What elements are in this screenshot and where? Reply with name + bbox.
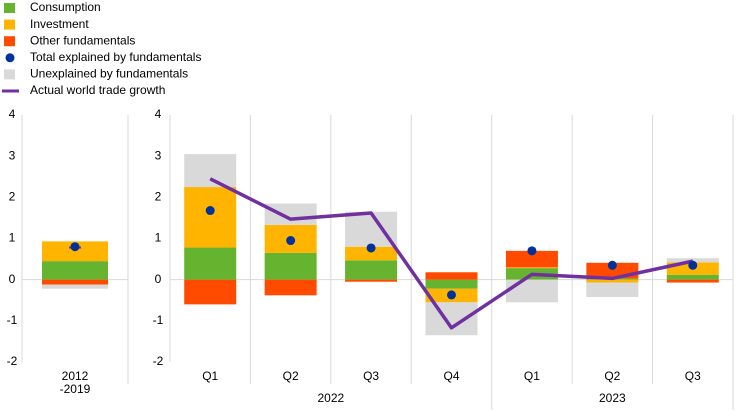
y-tick-label: 4 (9, 107, 16, 121)
dot (527, 246, 537, 256)
dot (205, 206, 215, 216)
bar (505, 250, 558, 268)
x-tick-label: Q3 (685, 369, 701, 383)
legend-label: Unexplained by fundamentals (30, 67, 188, 81)
x-tick-label: Q3 (363, 369, 379, 383)
bar (505, 279, 558, 303)
x-tick-label: Q2 (283, 369, 299, 383)
bar (345, 246, 398, 261)
dot (366, 243, 376, 253)
legend-label: Total explained by fundamentals (30, 50, 201, 64)
group-label: 2023 (599, 391, 626, 405)
bar (184, 247, 237, 280)
bar (425, 272, 478, 280)
bar (666, 274, 719, 280)
bar (586, 282, 639, 297)
x-tick-label: 2012 -2019 (60, 369, 91, 396)
y-tick-label: 3 (9, 148, 16, 162)
legend-label: Investment (30, 17, 89, 31)
group-label: 2022 (318, 391, 345, 405)
y-tick-label: 4 (155, 107, 162, 121)
dot (447, 290, 456, 300)
dot (70, 242, 80, 252)
bar (345, 211, 398, 247)
y-tick-label: 1 (155, 231, 162, 245)
dot (286, 236, 296, 246)
y-tick-label: -2 (7, 354, 18, 368)
y-tick-label: -2 (153, 354, 164, 368)
y-tick-label: 0 (155, 272, 162, 286)
legend-swatch (4, 3, 15, 13)
legend-swatch (4, 36, 15, 47)
y-tick-label: 0 (9, 272, 16, 286)
dot (607, 260, 617, 270)
bar (586, 279, 639, 283)
bar (425, 302, 478, 336)
bar (345, 260, 398, 280)
bar (264, 203, 317, 225)
y-tick-label: -1 (7, 313, 18, 327)
y-tick-label: 2 (155, 190, 162, 204)
bar (264, 252, 317, 280)
bar (345, 279, 398, 282)
y-tick-label: 3 (155, 148, 162, 162)
bar (666, 258, 719, 263)
bar (264, 279, 317, 296)
legend-label: Actual world trade growth (30, 83, 165, 97)
bar (666, 279, 719, 283)
bar (184, 154, 237, 188)
bar (184, 187, 237, 248)
dot (688, 260, 698, 270)
x-tick-label: Q2 (604, 369, 620, 383)
bar (42, 241, 108, 262)
bar (505, 267, 558, 269)
legend-label: Other fundamentals (30, 33, 135, 47)
bar (425, 279, 478, 289)
y-tick-label: 1 (9, 231, 16, 245)
legend-swatch (5, 53, 15, 63)
y-tick-label: -1 (153, 313, 164, 327)
y-tick-label: 2 (9, 190, 16, 204)
bar (42, 261, 108, 280)
bar (184, 279, 237, 305)
bar (42, 284, 108, 289)
legend-swatch (4, 69, 15, 80)
x-tick-label: Q4 (443, 369, 459, 383)
x-tick-label: Q1 (524, 369, 540, 383)
x-tick-label: Q1 (202, 369, 218, 383)
legend-swatch (4, 19, 15, 30)
line (209, 177, 694, 330)
legend-label: Consumption (30, 0, 101, 14)
bar (42, 279, 108, 285)
